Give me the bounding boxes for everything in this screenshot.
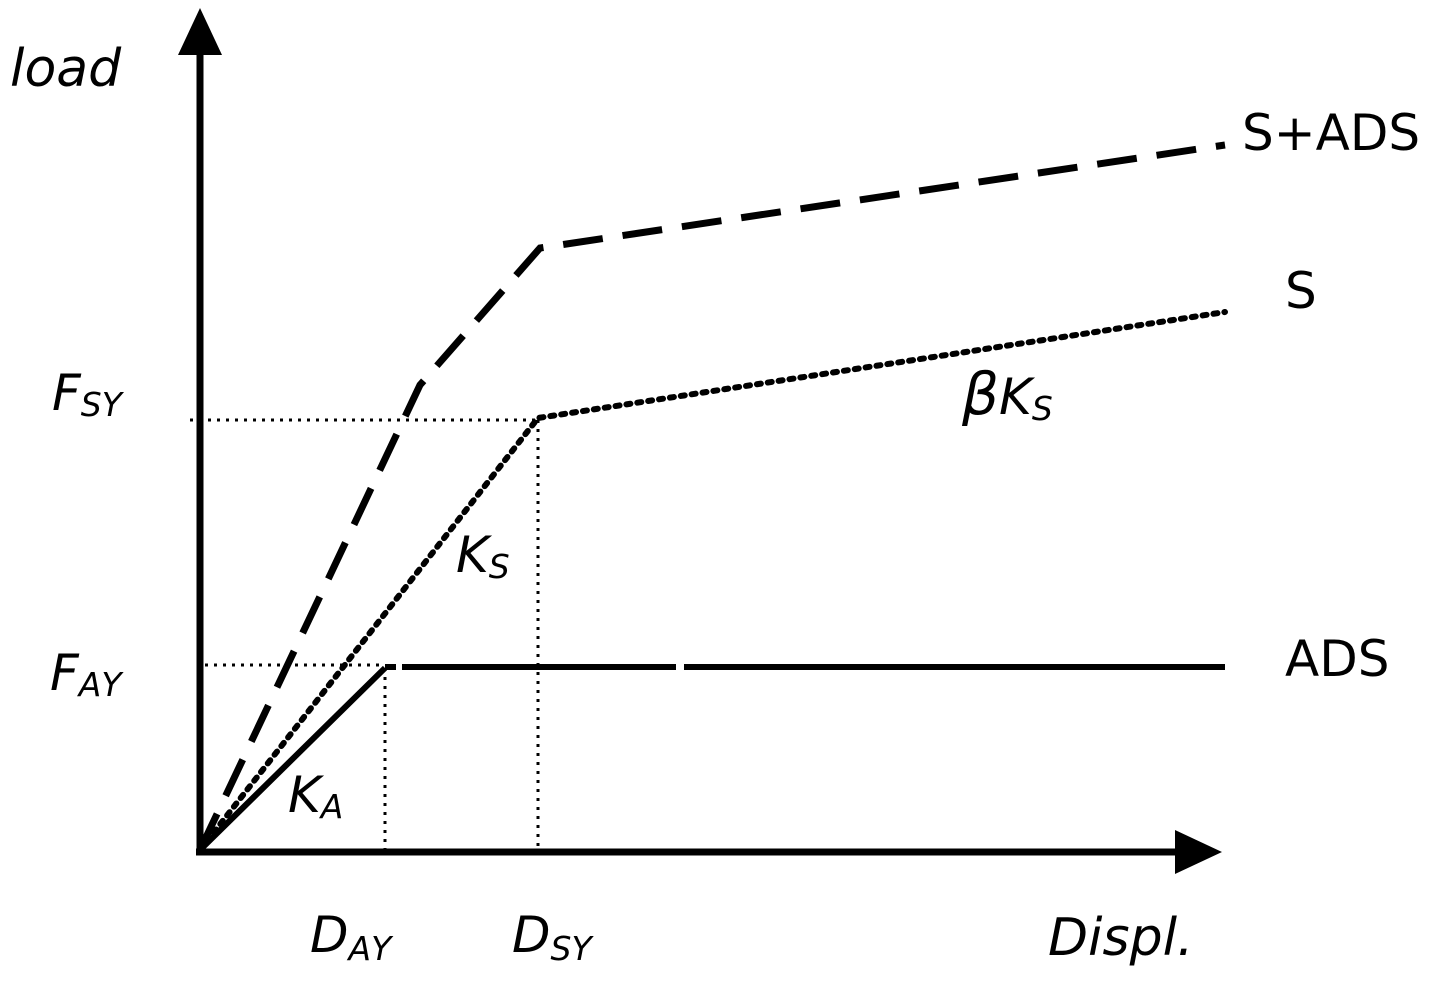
stiffness-label-ka-sub: A: [319, 787, 344, 826]
y-mark-fay-sub: AY: [77, 665, 125, 704]
guide-lines: [190, 418, 540, 850]
y-mark-fay: FAY: [50, 644, 124, 704]
y-mark-fsy-sub: SY: [81, 385, 125, 424]
y-mark-fsy-main: F: [52, 364, 82, 422]
x-mark-dsy-sub: SY: [551, 929, 595, 968]
x-axis-arrowhead: [1175, 830, 1222, 874]
curve-s-plus-ads: [196, 141, 1226, 852]
x-axis-label: Displ.: [1048, 908, 1194, 968]
x-mark-dsy-main: D: [512, 906, 551, 964]
stiffness-label-ka: KA: [288, 766, 343, 826]
axes: [178, 8, 1222, 874]
beta-symbol: β: [961, 360, 999, 428]
stiffness-label-ks-main: K: [456, 526, 493, 584]
x-mark-day-main: D: [310, 906, 349, 964]
curve-label-ads: ADS: [1285, 630, 1389, 688]
y-mark-fay-main: F: [50, 644, 80, 702]
stiffness-label-beta-ks: βKS: [961, 360, 1053, 428]
stiffness-label-ka-main: K: [288, 766, 325, 824]
curve-label-s: S: [1285, 262, 1317, 320]
y-mark-fsy: FSY: [52, 364, 125, 424]
curve-label-s-plus-ads: S+ADS: [1242, 104, 1420, 162]
y-axis-arrowhead: [178, 8, 222, 55]
stiffness-label-ks: KS: [456, 526, 510, 586]
stiffness-label-beta-ks-main: K: [999, 368, 1036, 426]
x-mark-dsy: DSY: [512, 906, 594, 968]
stiffness-label-beta-ks-sub: S: [1032, 389, 1053, 428]
curve-ads-elastic: [197, 665, 388, 853]
x-mark-day-sub: AY: [347, 929, 395, 968]
curve-ads: [197, 664, 1225, 853]
x-mark-day: DAY: [310, 906, 394, 968]
stiffness-label-ks-sub: S: [489, 547, 510, 586]
curve-s: [197, 309, 1228, 853]
y-axis-label: load: [10, 39, 122, 99]
